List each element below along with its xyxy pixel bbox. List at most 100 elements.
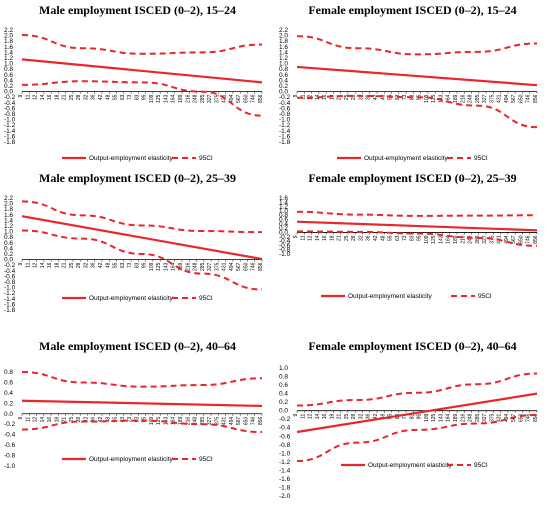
ci-band-line [296,210,538,217]
legend-label: Output-employment elasticity [89,456,174,463]
ci-band-line [21,371,263,388]
elasticity-line [21,215,263,261]
x-tick-label: 16 [47,417,53,423]
y-tick-label: 0.8 [4,66,13,73]
x-tick-label: 431 [222,262,228,271]
y-tick-label: 0.6 [279,382,288,389]
x-tick-label: 25 [69,94,75,100]
y-tick-label: 1.4 [4,217,13,224]
x-tick-label: 25 [344,413,350,419]
line-chart: 2.22.01.81.61.41.21.00.80.60.40.20.0-0.2… [279,27,539,162]
x-tick-label: 25 [344,94,350,100]
legend-label: Output-employment elasticity [348,293,433,300]
x-tick-label: 164 [171,94,177,103]
x-tick-label: 9 [18,94,24,97]
y-tick-label: 2.0 [279,33,288,40]
y-tick-label: -0.6 [4,273,16,280]
x-tick-label: 63 [120,262,126,268]
x-tick-label: 73 [402,413,408,419]
x-tick-label: 28 [76,262,82,268]
x-tick-label: 55 [113,262,119,268]
y-tick-label: -0.4 [279,238,291,245]
x-tick-label: 28 [351,413,357,419]
y-tick-label: -0.2 [4,421,16,428]
y-tick-label: 0.0 [279,89,288,96]
x-tick-label: 28 [76,94,82,100]
y-tick-label: 1.0 [279,208,288,215]
x-tick-label: 164 [446,413,452,422]
x-tick-label: 375 [489,94,495,103]
y-tick-label: 1.6 [4,44,13,51]
x-tick-label: 28 [351,235,357,241]
y-tick-label: -1.8 [279,139,291,146]
y-tick-label: 2.0 [4,33,13,40]
legend-label: 95CI [478,293,492,300]
y-tick-label: 0.4 [4,77,13,84]
x-tick-label: 21 [62,417,68,423]
x-tick-label: 32 [83,94,89,100]
x-tick-label: 125 [431,94,437,103]
x-tick-label: 42 [98,262,104,268]
ci-band-line [21,80,263,117]
line-chart: 1.61.41.21.00.80.60.40.20.0-0.2-0.4-0.6-… [279,195,539,300]
x-tick-label: 42 [373,413,379,419]
x-tick-label: 55 [388,235,394,241]
x-tick-label: 48 [105,417,111,423]
y-tick-label: 0.6 [279,72,288,79]
y-tick-label: -0.8 [279,247,291,254]
x-tick-label: 375 [214,417,220,426]
x-tick-label: 9 [293,94,299,97]
x-tick-label: 216 [185,94,191,103]
y-tick-label: 0.0 [4,411,13,418]
x-tick-label: 42 [98,94,104,100]
x-tick-label: 189 [453,235,459,244]
x-tick-label: 125 [431,413,437,422]
y-tick-label: -1.2 [4,290,16,297]
legend-label: Output-employment elasticity [368,462,453,469]
y-tick-label: -1.6 [4,301,16,308]
y-tick-label: -0.8 [279,111,291,118]
x-tick-label: 746 [251,262,257,271]
x-tick-label: 55 [113,94,119,100]
chart-panel-female-25-39: Female employment ISCED (0–2), 25–39 1.6… [275,168,550,336]
x-tick-label: 12 [308,235,314,241]
x-tick-label: 109 [149,262,155,271]
x-tick-label: 73 [127,94,133,100]
elasticity-line [21,58,263,84]
x-tick-label: 25 [69,262,75,268]
x-tick-label: 650 [243,417,249,426]
y-tick-label: -1.4 [4,128,16,135]
x-tick-label: 650 [518,94,524,103]
y-tick-label: 1.6 [4,212,13,219]
legend-label: Output-employment elasticity [89,295,174,302]
y-tick-label: 2.0 [4,201,13,208]
x-tick-label: 494 [229,94,235,103]
y-tick-label: 1.6 [279,195,288,202]
x-tick-label: 32 [83,417,89,423]
x-tick-label: 567 [511,235,517,244]
y-tick-label: -1.0 [4,117,16,124]
x-tick-label: 12 [33,94,39,100]
x-tick-label: 248 [468,413,474,422]
y-tick-label: -0.2 [4,262,16,269]
x-tick-label: 16 [47,262,53,268]
y-tick-label: -0.6 [4,105,16,112]
x-tick-label: 95 [417,413,423,419]
x-tick-label: 285 [475,94,481,103]
x-tick-label: 285 [200,94,206,103]
y-tick-label: 0.4 [279,77,288,84]
y-tick-label: 0.0 [279,408,288,415]
x-tick-label: 95 [417,235,423,241]
x-tick-label: 567 [236,262,242,271]
x-tick-label: 746 [526,413,532,422]
y-tick-label: 2.2 [4,27,13,34]
x-tick-label: 327 [207,417,213,426]
ci-band-line [21,419,263,434]
x-tick-label: 143 [438,94,444,103]
x-tick-label: 189 [453,94,459,103]
y-tick-label: 1.2 [4,223,13,230]
x-tick-label: 73 [127,417,133,423]
y-tick-label: 1.2 [4,55,13,62]
y-tick-label: -1.4 [4,296,16,303]
x-tick-label: 83 [134,262,140,268]
